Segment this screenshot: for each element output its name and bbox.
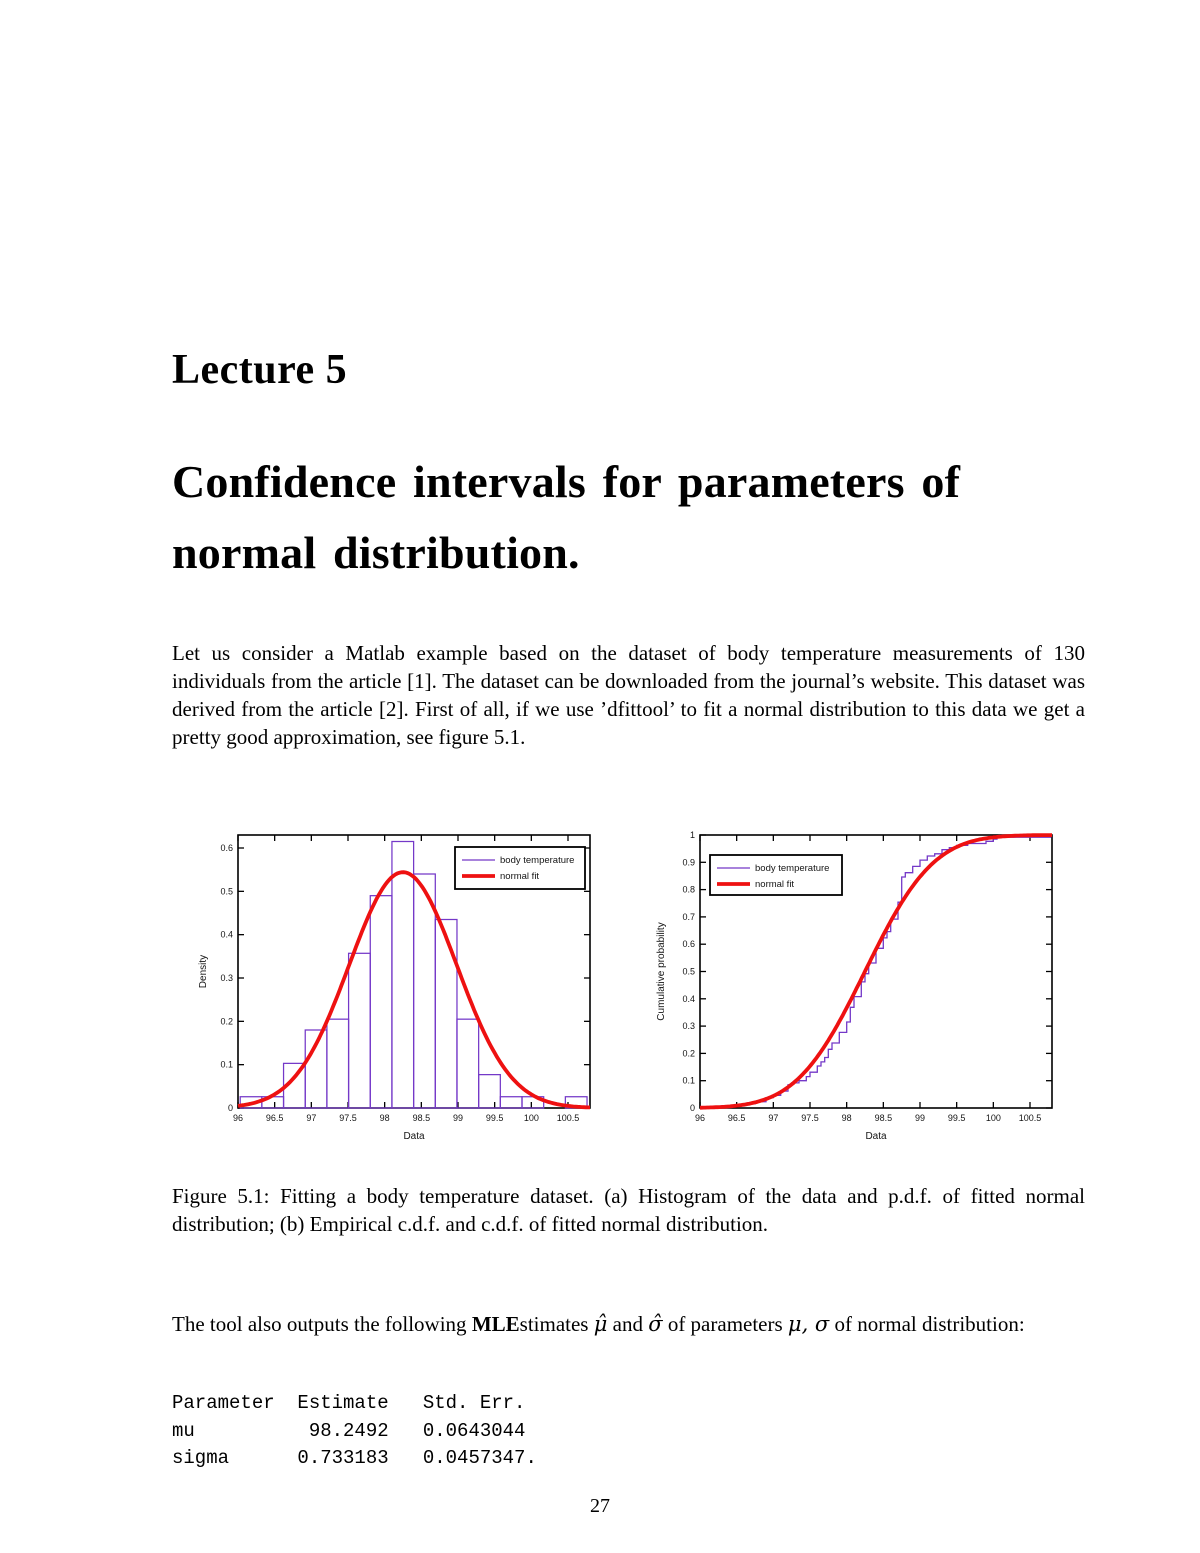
y-tick-label: 0.2 — [220, 1016, 233, 1026]
legend-box — [709, 854, 843, 896]
x-tick-label: 98 — [842, 1113, 852, 1123]
legend-label-data: body temperature — [500, 855, 574, 866]
y-tick-label: 0.3 — [220, 973, 233, 983]
x-tick-label: 96.5 — [266, 1113, 284, 1123]
x-tick-label: 100.5 — [1019, 1113, 1042, 1123]
y-tick-label: 0.9 — [682, 857, 695, 867]
chapter-title-line-2: normal distribution. — [172, 527, 580, 578]
x-tick-label: 97 — [306, 1113, 316, 1123]
x-tick-label: 99 — [453, 1113, 463, 1123]
mle-table-row-sigma: sigma 0.733183 0.0457347. — [172, 1447, 537, 1469]
y-tick-label: 0 — [228, 1103, 233, 1113]
y-tick-label: 0.5 — [682, 967, 695, 977]
x-axis-ticks: 96 96.5 97 97.5 98 98.5 99 99.5 100 100.5 — [233, 835, 579, 1123]
intro-paragraph: Let us consider a Matlab example based o… — [172, 641, 1085, 749]
x-tick-label: 98 — [380, 1113, 390, 1123]
x-tick-label: 99.5 — [486, 1113, 504, 1123]
mle-text-2: stimates — [519, 1312, 594, 1336]
legend: body temperature normal fit — [709, 854, 843, 896]
mle-output-table: Parameter Estimate Std. Err. mu 98.2492 0… — [172, 1390, 537, 1473]
y-tick-label: 0.4 — [682, 994, 695, 1004]
x-axis-label: Data — [865, 1131, 887, 1142]
ecdf-cdf-chart: 96 96.5 97 97.5 98 98.5 99 99.5 100 100.500.10.20… — [656, 830, 1053, 1142]
mle-text-1: The tool also outputs the following — [172, 1312, 472, 1336]
y-tick-label: 0.1 — [682, 1076, 695, 1086]
chapter-title: Confidence intervals for parameters of no… — [172, 446, 960, 588]
x-tick-label: 99.5 — [948, 1113, 966, 1123]
legend: body temperature normal fit — [454, 846, 586, 890]
mle-text-4: of parameters — [662, 1312, 788, 1336]
mu-hat-symbol: μ̂ — [593, 1312, 608, 1336]
x-tick-label: 97.5 — [339, 1113, 357, 1123]
x-axis-label: Data — [403, 1131, 425, 1142]
y-axis-ticks: 0 0.1 0.2 0.3 0.4 0.5 0.6 0.7 0.8 0.9 1 — [682, 830, 1052, 1113]
page-number: 27 — [590, 1495, 610, 1517]
x-tick-label: 96 — [233, 1113, 243, 1123]
y-tick-label: 0.8 — [682, 885, 695, 895]
x-tick-label: 99 — [915, 1113, 925, 1123]
x-tick-label: 100 — [524, 1113, 539, 1123]
y-tick-label: 0.3 — [682, 1021, 695, 1031]
chapter-title-line-1: Confidence intervals for parameters of — [172, 456, 961, 507]
histogram-bar — [478, 1074, 501, 1109]
histogram-pdf-chart: 96 96.5 97 97.5 98 98.5 99 99.5 100 100.5 0 0.1 0.2 0… — [198, 834, 591, 1142]
sigma-hat-symbol: σ̂ — [648, 1312, 663, 1336]
legend-label-fit: normal fit — [500, 871, 539, 882]
x-tick-label: 100.5 — [557, 1113, 580, 1123]
pdf-curve — [237, 870, 590, 1110]
y-tick-label: 0.6 — [682, 939, 695, 949]
y-axis-label: Density — [198, 955, 209, 988]
legend-label-fit: normal fit — [755, 879, 794, 890]
x-tick-label: 100 — [986, 1113, 1001, 1123]
chapter-number: Lecture 5 — [172, 347, 348, 393]
mu-sigma-symbols: μ, σ — [787, 1312, 830, 1336]
x-tick-label: 96 — [695, 1113, 705, 1123]
y-tick-label: 0.2 — [682, 1048, 695, 1058]
y-tick-label: 1 — [690, 830, 695, 840]
y-tick-label: 0.5 — [220, 886, 233, 896]
y-tick-label: 0.1 — [220, 1060, 233, 1070]
x-tick-label: 98.5 — [875, 1113, 893, 1123]
y-tick-label: 0 — [690, 1103, 695, 1113]
x-tick-label: 98.5 — [413, 1113, 431, 1123]
legend-label-data: body temperature — [755, 863, 829, 874]
cdf-curve — [700, 833, 1052, 1110]
mle-table-header: Parameter Estimate Std. Err. — [172, 1392, 526, 1414]
legend-box — [454, 846, 586, 890]
figure-caption: Figure 5.1: Fitting a body temperature d… — [172, 1184, 1085, 1236]
x-axis-ticks: 96 96.5 97 97.5 98 98.5 99 99.5 100 100.5 — [695, 835, 1041, 1123]
histogram-bar — [456, 1018, 480, 1109]
mle-table-row-mu: mu 98.2492 0.0643044 — [172, 1419, 526, 1442]
y-axis-label: Cumulative probability — [656, 922, 667, 1020]
y-tick-label: 0.4 — [220, 930, 233, 940]
mle-text-5: of normal distribution: — [829, 1312, 1025, 1336]
histogram-bar — [434, 918, 458, 1109]
mle-text-3: and — [607, 1312, 649, 1336]
x-tick-label: 97 — [768, 1113, 778, 1123]
x-tick-label: 96.5 — [728, 1113, 746, 1123]
y-tick-label: 0.6 — [220, 843, 233, 853]
y-tick-label: 0.7 — [682, 912, 695, 922]
mle-paragraph: The tool also outputs the following MLEs… — [172, 1310, 1085, 1338]
x-tick-label: 97.5 — [801, 1113, 819, 1123]
mle-bold: MLE — [471, 1312, 520, 1336]
